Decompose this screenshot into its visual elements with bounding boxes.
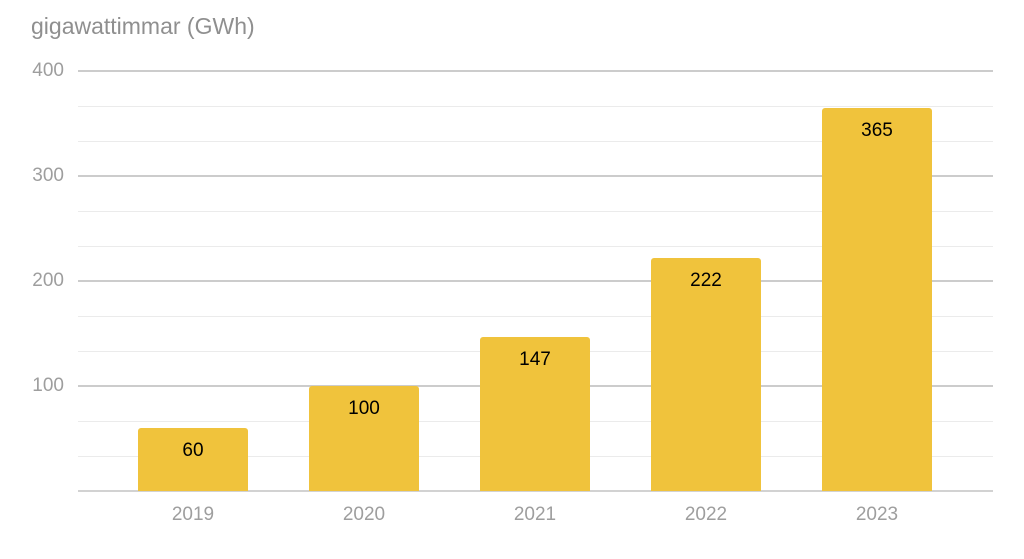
- y-tick-label: 300: [32, 165, 64, 186]
- gridline-major: [78, 70, 993, 72]
- plot-area: 100 200 300 400 60 2019 100 2020 147 2021 222 2022 3…: [32, 60, 993, 525]
- x-tick-label: 2019: [171, 504, 215, 525]
- gridline-major: [78, 175, 993, 177]
- y-tick-label: 100: [32, 375, 64, 396]
- bar-value-label: 147: [519, 348, 551, 370]
- bar-value-label: 60: [182, 440, 204, 461]
- gridline-minor: [78, 316, 993, 317]
- y-tick-label: 400: [32, 60, 64, 81]
- bar-value-label: 365: [861, 119, 893, 141]
- x-tick-label: 2020: [342, 504, 386, 525]
- bar-value-label: 100: [348, 398, 380, 419]
- bar-2020: 100: [309, 386, 419, 491]
- gridline-major: [78, 280, 993, 282]
- bar-2022: 222: [651, 257, 761, 491]
- bar-value-label: 222: [690, 269, 722, 291]
- bar-2023: 365: [822, 107, 932, 491]
- gridline-minor: [78, 141, 993, 142]
- bar-2019: 60: [138, 428, 248, 491]
- x-tick-label: 2021: [513, 504, 557, 525]
- chart-title: gigawattimmar (GWh): [31, 13, 255, 39]
- gridline-minor: [78, 106, 993, 107]
- bar-2021: 147: [480, 336, 590, 491]
- x-tick-label: 2022: [684, 504, 728, 525]
- x-tick-label: 2023: [855, 504, 899, 525]
- gridline-minor: [78, 211, 993, 212]
- y-tick-label: 200: [32, 270, 64, 291]
- x-axis-line: [78, 490, 993, 492]
- gridline-minor: [78, 246, 993, 247]
